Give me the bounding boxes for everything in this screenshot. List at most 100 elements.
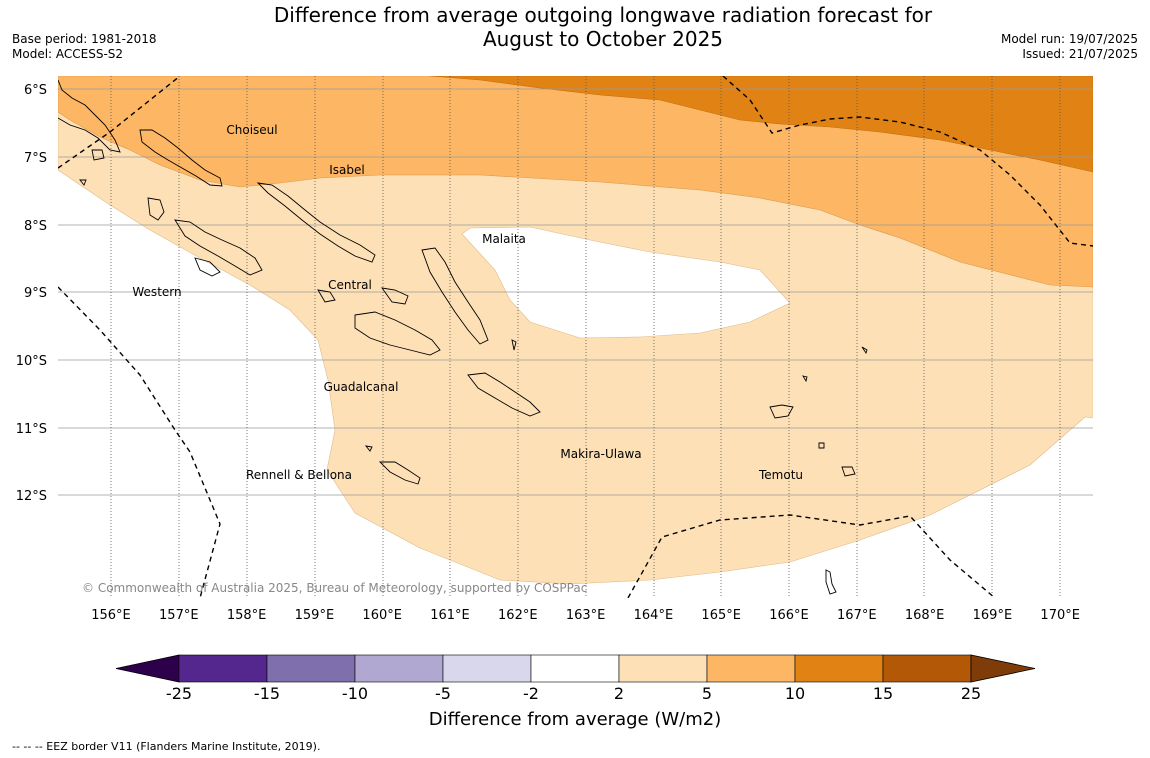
longitude-label: 164°E (634, 608, 674, 623)
province-label: Central (328, 278, 372, 292)
longitude-label: 170°E (1040, 608, 1080, 623)
island-treasury (79, 179, 87, 186)
colorbar-segment (354, 654, 444, 683)
island-choiseul (139, 129, 223, 187)
title-line-1: Difference from average outgoing longwav… (273, 3, 933, 27)
colorbar-segment (266, 654, 356, 683)
island-ndeni (769, 404, 794, 419)
longitude-labels: 156°E 157°E 158°E 159°E 160°E 161°E 162°E 163°E… (91, 608, 1080, 623)
latitude-label: 7°S (24, 151, 47, 166)
island-malaita (421, 247, 489, 345)
colorbar-tick-label: -10 (342, 684, 368, 703)
island-sikaiana (861, 346, 868, 355)
colorbar-tick-label: 25 (961, 684, 981, 703)
colorbar-segment (530, 654, 620, 683)
province-label: Guadalcanal (324, 380, 399, 394)
longitude-gridlines (110, 76, 1061, 598)
colorbar-segment (706, 654, 796, 683)
island-bougainville (58, 79, 121, 153)
longitude-label: 159°E (295, 608, 335, 623)
contour-band-10-15 (429, 76, 1093, 173)
province-label: Choiseul (226, 123, 277, 137)
eez-border (58, 76, 1093, 598)
longitude-label: 158°E (227, 608, 267, 623)
colorbar-tick-label: 2 (614, 684, 624, 703)
base-period: Base period: 1981-2018 (12, 32, 157, 46)
colorbar-tick-label: -25 (166, 684, 192, 703)
province-label: Temotu (758, 468, 803, 482)
colorbar-segment (442, 654, 532, 683)
province-label: Western (132, 285, 181, 299)
map-title: Difference from average outgoing longwav… (0, 3, 1150, 51)
colorbar-segment (882, 654, 972, 683)
latitude-labels: 6°S 7°S 8°S 9°S 10°S 11°S 12°S (16, 83, 47, 504)
colorbar-tick-label: -15 (254, 684, 280, 703)
longitude-label: 167°E (837, 608, 877, 623)
longitude-label: 156°E (91, 608, 131, 623)
province-labels: Choiseul Isabel Malaita Western Central Guada… (132, 123, 803, 482)
colorbar-tick-label: -2 (523, 684, 539, 703)
island-new-georgia (174, 219, 263, 276)
colorbar-label: Difference from average (W/m2) (428, 709, 722, 730)
latitude-label: 11°S (16, 422, 47, 437)
title-line-2: August to October 2025 (482, 27, 724, 51)
latitude-label: 8°S (24, 219, 47, 234)
meta-left: Base period: 1981-2018 Model: ACCESS-S2 (12, 32, 157, 62)
longitude-label: 168°E (905, 608, 945, 623)
island-vella (147, 197, 165, 221)
colorbar-ticks: -25 -15 -10 -5 -2 2 5 10 15 25 (166, 684, 981, 703)
issued-date: Issued: 21/07/2025 (1022, 47, 1138, 61)
colorbar-segment (618, 654, 708, 683)
island-rendova (194, 257, 221, 277)
colorbar-extend-high (970, 654, 1036, 683)
contour-band-5-10 (58, 76, 1093, 288)
latitude-label: 9°S (24, 286, 47, 301)
colorbar-segment (794, 654, 884, 683)
island-shortland (91, 149, 105, 161)
latitude-gridlines (58, 88, 1093, 496)
copyright-text: © Commonwealth of Australia 2025, Bureau… (82, 581, 587, 595)
longitude-label: 161°E (430, 608, 470, 623)
longitude-label: 162°E (498, 608, 538, 623)
longitude-label: 163°E (566, 608, 606, 623)
contour-band-neutral (461, 226, 791, 339)
colorbar-extend-low (115, 654, 180, 683)
eez-footnote: -- -- -- EEZ border V11 (Flanders Marine… (12, 740, 321, 753)
island-makira (467, 372, 541, 417)
map-plot-area (58, 76, 1093, 598)
longitude-label: 157°E (159, 608, 199, 623)
province-label: Rennell & Bellona (246, 468, 352, 482)
island-tikopia (818, 442, 825, 449)
island-isabel (256, 182, 376, 263)
colorbar-tick-label: 5 (702, 684, 712, 703)
island-rennell (378, 461, 421, 485)
province-label: Makira-Ulawa (560, 447, 641, 461)
model-name: Model: ACCESS-S2 (12, 47, 124, 61)
longitude-label: 169°E (973, 608, 1013, 623)
island-nggela (381, 287, 409, 305)
colorbar-segment (178, 654, 268, 683)
colorbar-tick-label: 10 (785, 684, 805, 703)
island-guadalcanal (354, 311, 441, 356)
island-reef-islands (802, 375, 808, 383)
meta-right: Model run: 19/07/2025 Issued: 21/07/2025 (1001, 32, 1138, 62)
latitude-label: 12°S (16, 489, 47, 504)
latitude-label: 6°S (24, 83, 47, 98)
island-bellona (364, 445, 373, 452)
province-label: Malaita (482, 232, 526, 246)
province-label: Isabel (329, 163, 364, 177)
latitude-label: 10°S (16, 354, 47, 369)
island-ulawa (511, 339, 517, 351)
colorbar-tick-label: -5 (435, 684, 451, 703)
island-outlines (58, 79, 868, 595)
island-russell (317, 289, 336, 303)
island-vanikoro (841, 466, 856, 477)
colorbar-segments (115, 654, 1036, 683)
longitude-label: 160°E (362, 608, 402, 623)
island-anuta (825, 569, 837, 595)
longitude-label: 166°E (769, 608, 809, 623)
longitude-label: 165°E (701, 608, 741, 623)
colorbar-tick-label: 15 (873, 684, 893, 703)
